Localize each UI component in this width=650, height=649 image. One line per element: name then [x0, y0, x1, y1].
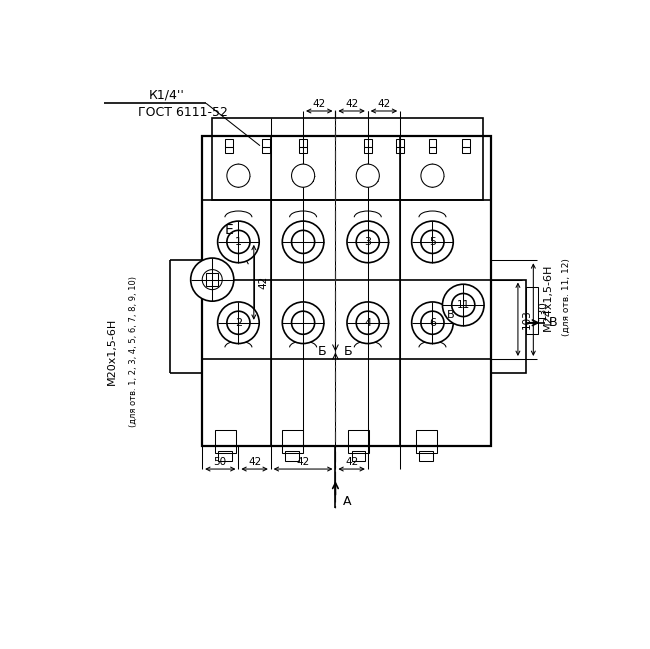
Bar — [463, 147, 470, 153]
Bar — [281, 430, 303, 453]
Text: М20х1,5-6Н: М20х1,5-6Н — [107, 317, 117, 385]
Bar — [263, 147, 270, 153]
Circle shape — [282, 302, 324, 343]
Bar — [463, 140, 470, 147]
Bar — [299, 140, 307, 147]
Text: 3: 3 — [364, 237, 371, 247]
Bar — [415, 430, 437, 453]
Circle shape — [227, 230, 250, 254]
Bar — [299, 147, 307, 153]
Text: 42: 42 — [313, 99, 326, 109]
Text: 42: 42 — [377, 99, 391, 109]
Text: 42: 42 — [248, 457, 261, 467]
Bar — [364, 147, 372, 153]
Circle shape — [347, 221, 389, 263]
Circle shape — [282, 221, 324, 263]
Text: К1/4'': К1/4'' — [148, 88, 184, 101]
Bar — [428, 147, 436, 153]
Bar — [226, 147, 233, 153]
Bar — [396, 147, 404, 153]
Text: 103: 103 — [521, 309, 532, 329]
Bar — [206, 273, 218, 286]
Circle shape — [356, 164, 380, 187]
Circle shape — [202, 269, 222, 289]
Bar — [263, 140, 270, 147]
Circle shape — [292, 311, 315, 334]
Circle shape — [356, 230, 380, 254]
Circle shape — [452, 293, 474, 317]
Circle shape — [421, 230, 444, 254]
Text: Е: Е — [225, 223, 233, 238]
Text: 42: 42 — [345, 457, 358, 467]
Text: 42: 42 — [345, 99, 358, 109]
Bar — [428, 140, 436, 147]
Circle shape — [190, 258, 234, 301]
Bar — [364, 140, 372, 147]
Circle shape — [443, 284, 484, 326]
Bar — [285, 451, 299, 461]
Text: 11: 11 — [457, 300, 470, 310]
Bar — [526, 288, 538, 334]
Text: Б: Б — [344, 345, 353, 358]
Text: 6: 6 — [429, 318, 436, 328]
Circle shape — [227, 164, 250, 187]
Text: 42: 42 — [296, 457, 309, 467]
Circle shape — [227, 311, 250, 334]
Circle shape — [421, 311, 444, 334]
Text: 42: 42 — [258, 275, 268, 289]
Text: 5: 5 — [429, 237, 436, 247]
Bar — [214, 430, 236, 453]
Text: 1: 1 — [235, 237, 242, 247]
Text: 4: 4 — [364, 318, 371, 328]
Bar — [396, 140, 404, 147]
Bar — [491, 280, 526, 373]
Circle shape — [218, 221, 259, 263]
Text: 2: 2 — [235, 318, 242, 328]
Circle shape — [218, 302, 259, 343]
Circle shape — [421, 164, 444, 187]
Text: В: В — [548, 316, 557, 329]
Circle shape — [411, 221, 453, 263]
Bar — [348, 430, 369, 453]
Text: М24х1,5-6Н: М24х1,5-6Н — [543, 263, 553, 331]
Bar — [218, 451, 232, 461]
Bar — [202, 136, 491, 446]
Bar — [352, 451, 365, 461]
Text: А: А — [343, 495, 351, 508]
Bar — [419, 451, 433, 461]
Text: 50: 50 — [213, 457, 226, 467]
Text: (для отв. 11, 12): (для отв. 11, 12) — [562, 258, 571, 336]
Text: ГОСТ 6111-52: ГОСТ 6111-52 — [138, 106, 228, 119]
Text: (для отв. 1, 2, 3, 4, 5, 6, 7, 8, 9, 10): (для отв. 1, 2, 3, 4, 5, 6, 7, 8, 9, 10) — [129, 276, 137, 427]
Circle shape — [292, 230, 315, 254]
Text: 130: 130 — [538, 300, 547, 319]
Circle shape — [411, 302, 453, 343]
Circle shape — [356, 311, 380, 334]
Text: В: В — [447, 310, 455, 320]
Bar — [213, 118, 484, 199]
Text: Б: Б — [318, 345, 327, 358]
Bar — [226, 140, 233, 147]
Circle shape — [347, 302, 389, 343]
Circle shape — [292, 164, 315, 187]
